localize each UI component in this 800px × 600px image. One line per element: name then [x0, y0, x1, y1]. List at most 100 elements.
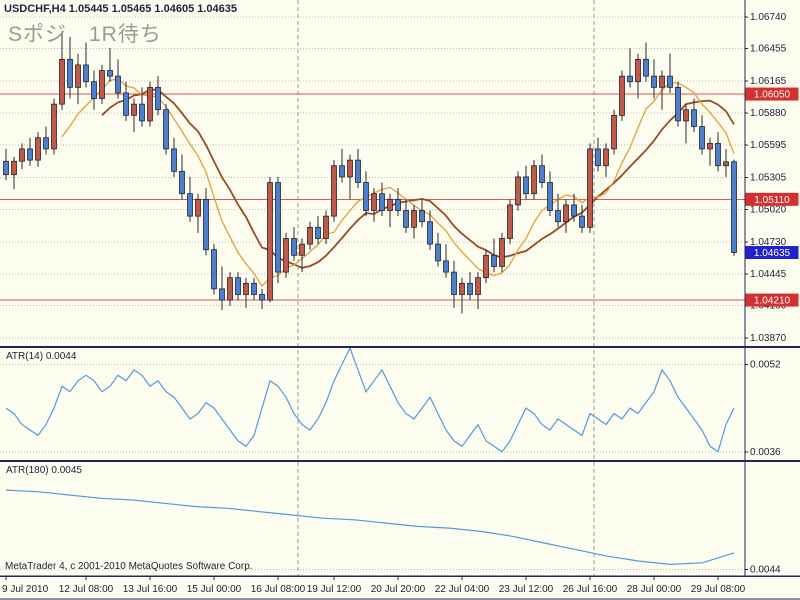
time-axis-label: 23 Jul 12:00	[499, 584, 554, 595]
candle-bear	[627, 75, 633, 83]
time-axis-label: 16 Jul 08:00	[251, 584, 306, 595]
candle-bull	[635, 58, 641, 83]
candle-bear	[115, 75, 121, 94]
candle-bull	[331, 165, 337, 217]
candle-bull	[587, 148, 593, 228]
candle-bear	[443, 260, 449, 273]
candle-bull	[131, 103, 137, 116]
candle-bull	[619, 75, 625, 116]
candle-bear	[403, 210, 409, 228]
level-price-badge-label: 1.04210	[754, 296, 791, 307]
time-axis-label: 13 Jul 16:00	[123, 584, 178, 595]
candle-bull	[411, 210, 417, 228]
candle-bear	[3, 160, 9, 176]
candle-bull	[243, 282, 249, 295]
candle-bull	[603, 148, 609, 167]
candle-bear	[579, 215, 585, 228]
candle-bear	[275, 182, 281, 273]
price-axis-label: 1.05595	[750, 140, 787, 151]
price-axis[interactable]: 1.06740 1.06455 1.06165 1.05880 1.05595 1.053…	[745, 12, 787, 576]
time-axis-label: 22 Jul 04:00	[435, 584, 490, 595]
candle-bear	[259, 294, 265, 301]
candle-bear	[363, 182, 369, 211]
level-price-badge	[745, 293, 799, 307]
candle-bear	[179, 170, 185, 195]
candle-bear	[451, 271, 457, 295]
candle-bull	[227, 277, 233, 301]
price-axis-label: 1.04445	[750, 269, 787, 280]
candle-bull	[323, 215, 329, 239]
atr14-axis-label: 0.0052	[750, 359, 781, 370]
candle-bear	[427, 221, 433, 245]
candle-bear	[339, 165, 345, 178]
level-price-badge-label: 1.05110	[754, 195, 790, 206]
candle-bear	[171, 148, 177, 172]
candle-bull	[195, 198, 201, 217]
candle-bull	[147, 86, 153, 122]
atr14-axis-label: 0.0036	[750, 447, 781, 458]
price-axis-label: 1.06740	[750, 12, 787, 23]
level-price-badge	[745, 87, 799, 101]
price-axis-label: 1.03870	[750, 333, 787, 344]
time-axis-label: 19 Jul 12:00	[307, 584, 362, 595]
candle-bull	[99, 70, 105, 99]
time-axis-label: 15 Jul 00:00	[187, 584, 242, 595]
candle-bull	[475, 277, 481, 295]
candle-bear	[91, 81, 97, 99]
candle-bull	[371, 193, 377, 211]
candle-bull	[459, 282, 465, 295]
price-axis-label: 1.04730	[750, 237, 787, 248]
candle-bear	[291, 238, 297, 256]
candle-bull	[659, 75, 665, 88]
time-axis-label: 28 Jul 00:00	[627, 584, 682, 595]
candle-bear	[27, 148, 33, 161]
price-badges: 1.06050 1.05110 1.04210 1.04635	[745, 87, 799, 307]
moving-averages	[61, 78, 735, 288]
candle-bear	[731, 161, 737, 253]
price-axis-label: 1.05880	[750, 108, 787, 119]
price-axis-label: 1.06165	[750, 76, 787, 87]
candle-bear	[219, 288, 225, 301]
time-axis-label: 26 Jul 16:00	[563, 584, 618, 595]
candle-bear	[547, 182, 553, 211]
candle-bear	[123, 92, 129, 116]
atr180-indicator-label: ATR(180) 0.0045	[6, 465, 82, 476]
candle-bear	[163, 109, 169, 150]
candle-bear	[571, 204, 577, 217]
candle-bear	[211, 249, 217, 290]
candle-bull	[267, 182, 273, 301]
candle-bear	[715, 142, 721, 167]
ma-slow-line	[101, 88, 735, 269]
candle-bear	[43, 137, 49, 150]
time-axis-label: 9 Jul 2010	[2, 584, 49, 595]
candle-bull	[723, 161, 729, 167]
candle-bull	[75, 64, 81, 88]
candle-bear	[315, 226, 321, 239]
candle-bear	[467, 282, 473, 295]
candle-bear	[395, 198, 401, 211]
candle-bull	[299, 243, 305, 256]
price-axis-label: 1.06455	[750, 44, 787, 55]
candle-bear	[83, 64, 89, 83]
time-axis[interactable]: 9 Jul 2010 12 Jul 08:00 13 Jul 16:00 15 Jul…	[2, 576, 746, 595]
candle-bear	[539, 165, 545, 183]
candle-bull	[499, 238, 505, 267]
candle-bull	[483, 254, 489, 279]
trade-note-text-object[interactable]: Sポジ 1R待ち	[8, 23, 162, 46]
atr14-panel	[5, 346, 735, 453]
candle-bull	[611, 114, 617, 150]
atr180-axis-label: 0.0044	[750, 564, 781, 575]
chart-title: USDCHF,H4 1.05445 1.05465 1.04605 1.0463…	[4, 3, 238, 15]
candle-bear	[699, 126, 705, 150]
candle-bull	[707, 142, 713, 150]
atr14-line	[5, 346, 735, 453]
candle-bear	[691, 109, 697, 127]
atr180-panel	[5, 489, 735, 566]
candle-bull	[563, 204, 569, 223]
candle-bull	[19, 148, 25, 162]
level-price-badge-label: 1.06050	[754, 90, 791, 101]
current-price-badge	[745, 246, 799, 260]
